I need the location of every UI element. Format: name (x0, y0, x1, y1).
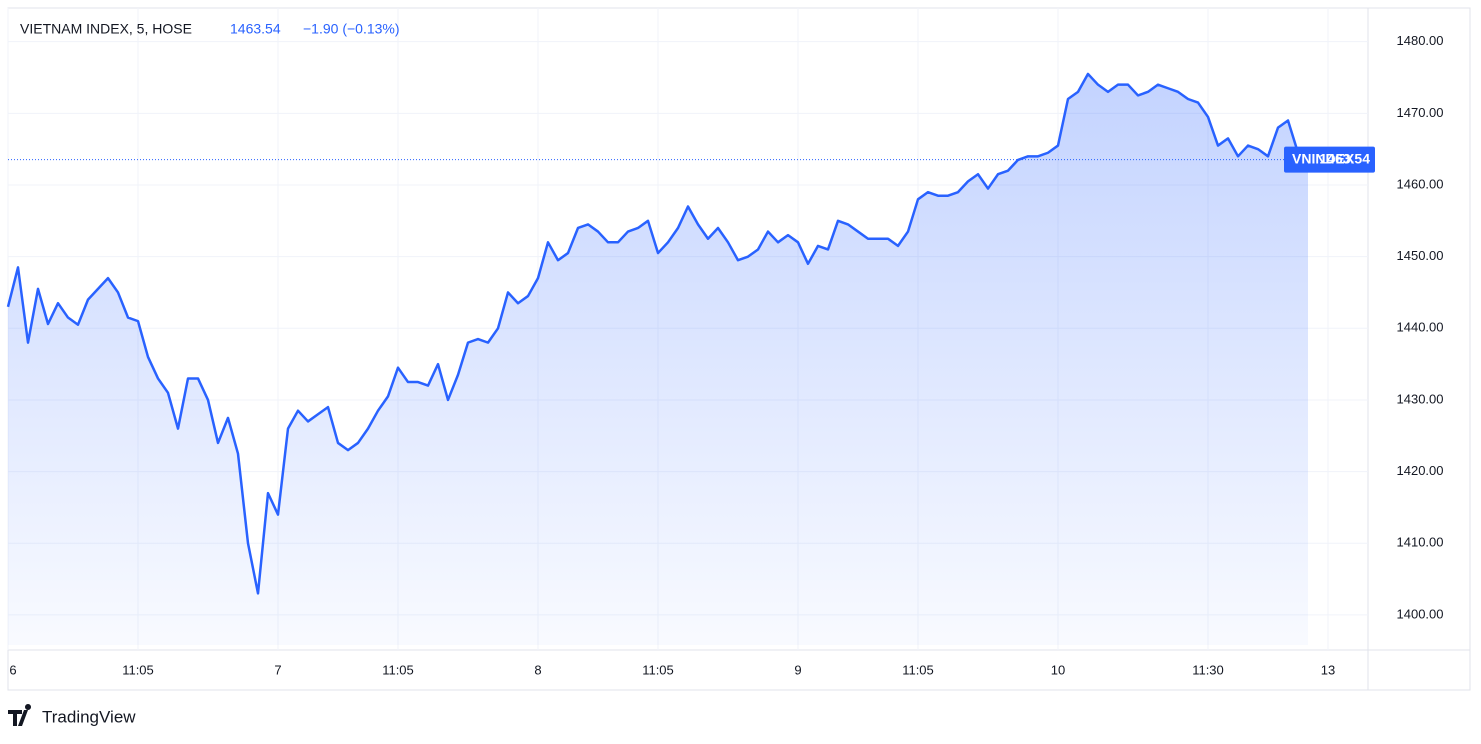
x-tick-label: 7 (274, 662, 281, 677)
x-tick-label: 11:05 (642, 662, 674, 677)
logo-icon (8, 704, 32, 726)
y-tick-label: 1470.00 (1397, 105, 1444, 120)
y-tick-label: 1410.00 (1397, 535, 1444, 550)
series-name: VNINDEX (1292, 150, 1355, 166)
y-tick-label: 1430.00 (1397, 391, 1444, 406)
y-tick-label: 1400.00 (1397, 606, 1444, 621)
x-tick-label: 11:05 (902, 662, 934, 677)
header-price: 1463.54 (230, 21, 281, 37)
chart-title: VIETNAM INDEX, 5, HOSE (20, 21, 192, 37)
area-fill (8, 73, 1308, 645)
y-tick-label: 1480.00 (1397, 33, 1444, 48)
x-tick-label: 6 (9, 662, 16, 677)
x-tick-label: 13 (1321, 662, 1335, 677)
y-tick-label: 1450.00 (1397, 248, 1444, 263)
x-tick-label: 11:05 (382, 662, 414, 677)
x-tick-label: 11:30 (1192, 662, 1224, 677)
y-tick-label: 1460.00 (1397, 176, 1444, 191)
x-tick-label: 8 (534, 662, 541, 677)
x-tick-label: 10 (1051, 662, 1065, 677)
last-price-label: 1463.54 (1319, 150, 1370, 166)
logo: TradingView (8, 704, 136, 726)
y-tick-label: 1440.00 (1397, 320, 1444, 335)
y-tick-label: 1420.00 (1397, 463, 1444, 478)
brand: TradingView (42, 707, 136, 726)
x-tick-label: 11:05 (122, 662, 154, 677)
price-line (6, 72, 1309, 595)
header-change: −1.90 (−0.13%) (303, 21, 400, 37)
x-tick-label: 9 (794, 662, 801, 677)
last-price-label-box (1284, 146, 1375, 173)
